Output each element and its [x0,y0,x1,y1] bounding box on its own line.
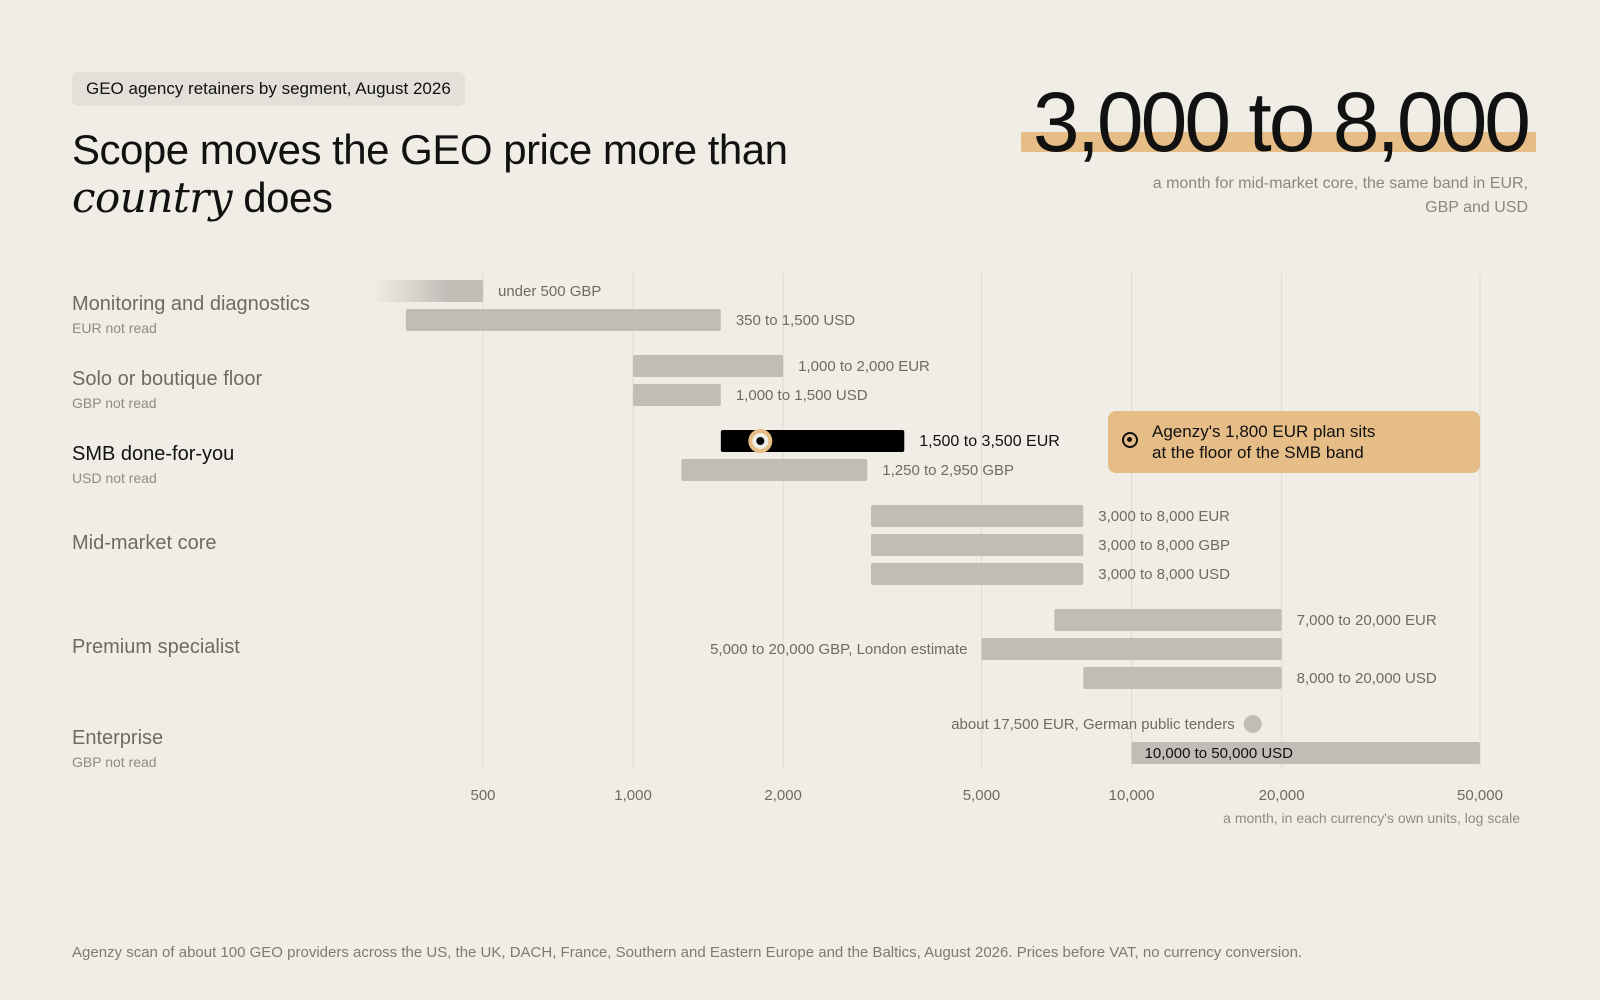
plan-marker-dot [756,437,765,445]
row-label-enterprise: Enterprise GBP not read [72,727,163,770]
headline-subtitle: a month for mid-market core, the same ba… [1152,175,1528,216]
x-tick-label: 10,000 [1109,787,1155,804]
range-bar [681,459,868,481]
x-tick-label: 500 [470,787,495,804]
row-label-solo: Solo or boutique floor GBP not read [72,368,262,411]
range-label: 1,250 to 2,950 GBP [882,462,1014,479]
range-label: 8,000 to 20,000 USD [1297,670,1437,687]
range-bar [870,505,1084,527]
range-bar [870,563,1084,585]
label-layer: under 500 GBP 350 to 1,500 USD 1,000 to 2,… [498,283,1437,762]
x-tick-label: 2,000 [764,787,802,804]
title-part1: Scope moves the GEO price more than [72,126,788,173]
row-label-monitoring: Monitoring and diagnostics EUR not read [72,293,310,336]
range-label: 1,500 to 3,500 EUR [919,433,1060,450]
row-name: SMB done-for-you [72,443,235,465]
range-bar [633,384,721,406]
headline-number: 3,000 to 8,000 [1020,74,1536,170]
title-italic: country [72,173,233,222]
callout-line2: at the floor of the SMB band [1152,443,1364,462]
x-tick-label: 20,000 [1259,787,1305,804]
source-footnote: Agenzy scan of about 100 GEO providers a… [72,944,1303,961]
row-name: Solo or boutique floor [72,368,263,390]
x-tick-label: 1,000 [614,787,652,804]
range-label: 3,000 to 8,000 EUR [1098,508,1230,525]
range-label: 5,000 to 20,000 GBP, London estimate [710,641,967,658]
chart-kicker: GEO agency retainers by segment, August … [72,72,465,106]
row-name: Enterprise [72,727,164,749]
range-label: 1,000 to 1,500 USD [736,387,868,404]
row-name: Monitoring and diagnostics [72,293,310,315]
range-point [1243,715,1262,733]
headline-highlight [1020,132,1536,152]
x-tick-label: 5,000 [963,787,1001,804]
range-label: 1,000 to 2,000 EUR [798,358,930,375]
bar-layer [372,280,1480,764]
range-bar [372,280,483,302]
row-note: GBP not read [72,754,157,770]
chart-title: Scope moves the GEO price more than coun… [72,126,832,222]
range-bar [981,638,1282,660]
row-label-premium: Premium specialist [72,636,240,659]
row-note: EUR not read [72,320,157,336]
row-label-midmarket: Mid-market core [72,532,216,555]
agenzy-plan-callout: Agenzy's 1,800 EUR plan sits at the floo… [1108,411,1480,473]
range-label: 3,000 to 8,000 GBP [1098,537,1230,554]
range-bar [405,309,721,331]
row-name: Mid-market core [72,532,217,554]
headline-number-text: 3,000 to 8,000 [1032,75,1531,169]
x-axis-label: a month, in each currency's own units, l… [1223,810,1520,826]
range-label: 350 to 1,500 USD [736,312,855,329]
target-icon [1122,432,1138,448]
axis-layer: 500 1,000 2,000 5,000 10,000 20,000 50,000 a mo… [470,787,1520,826]
title-part2: does [243,174,333,221]
callout-line1: Agenzy's 1,800 EUR plan sits [1152,422,1376,441]
range-bar [870,534,1084,556]
range-bar [1054,609,1282,631]
range-label: 3,000 to 8,000 USD [1098,566,1230,583]
range-label: 10,000 to 50,000 USD [1145,745,1294,762]
row-note: GBP not read [72,395,157,411]
range-label: about 17,500 EUR, German public tenders [951,716,1235,733]
range-bar [1083,667,1282,689]
range-bar [1131,742,1480,764]
row-name: Premium specialist [72,636,240,658]
row-note: USD not read [72,470,157,486]
x-tick-label: 50,000 [1457,787,1503,804]
row-label-smb: SMB done-for-you USD not read [72,443,234,486]
range-label: 7,000 to 20,000 EUR [1297,612,1437,629]
range-label: under 500 GBP [498,283,601,300]
range-bar [633,355,784,377]
headline-number-block: 3,000 to 8,000 [1020,74,1536,170]
